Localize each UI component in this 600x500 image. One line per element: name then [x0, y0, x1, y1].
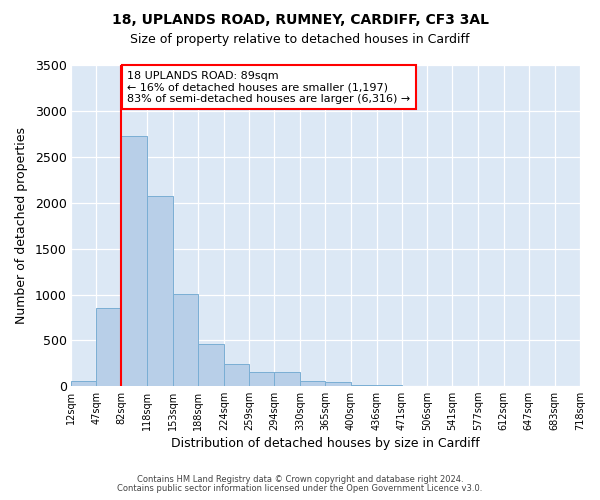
- Bar: [224, 364, 249, 386]
- Bar: [148, 196, 173, 386]
- Text: Size of property relative to detached houses in Cardiff: Size of property relative to detached ho…: [130, 32, 470, 46]
- Bar: [377, 385, 402, 386]
- Text: Contains HM Land Registry data © Crown copyright and database right 2024.: Contains HM Land Registry data © Crown c…: [137, 475, 463, 484]
- Text: 18, UPLANDS ROAD, RUMNEY, CARDIFF, CF3 3AL: 18, UPLANDS ROAD, RUMNEY, CARDIFF, CF3 3…: [112, 12, 488, 26]
- Text: 18 UPLANDS ROAD: 89sqm
← 16% of detached houses are smaller (1,197)
83% of semi-: 18 UPLANDS ROAD: 89sqm ← 16% of detached…: [127, 70, 410, 104]
- Text: Contains public sector information licensed under the Open Government Licence v3: Contains public sector information licen…: [118, 484, 482, 493]
- Bar: [274, 372, 300, 386]
- Bar: [325, 382, 351, 386]
- Bar: [300, 381, 325, 386]
- Bar: [351, 384, 377, 386]
- Bar: [249, 372, 274, 386]
- Bar: [121, 136, 148, 386]
- Bar: [71, 382, 96, 386]
- Bar: [173, 294, 198, 386]
- Y-axis label: Number of detached properties: Number of detached properties: [15, 127, 28, 324]
- Bar: [198, 344, 224, 387]
- X-axis label: Distribution of detached houses by size in Cardiff: Distribution of detached houses by size …: [171, 437, 480, 450]
- Bar: [96, 308, 121, 386]
